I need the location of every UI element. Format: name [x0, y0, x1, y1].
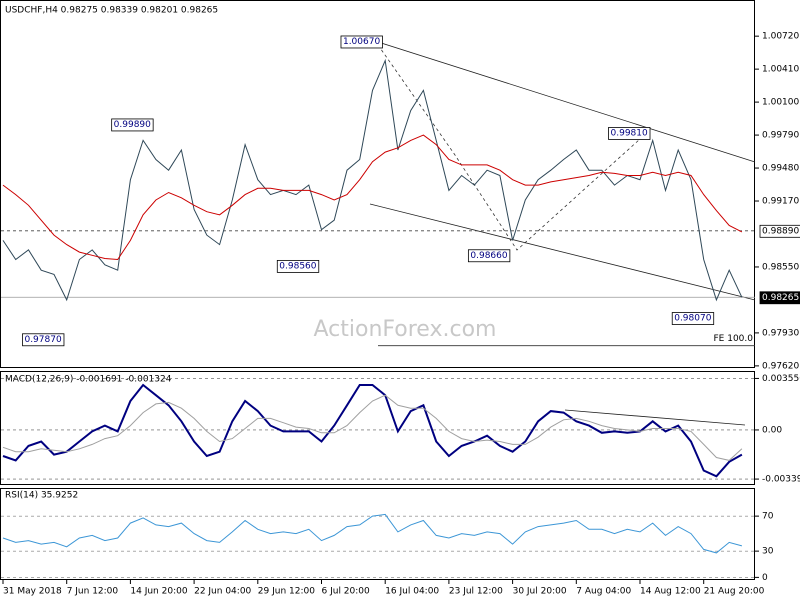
- y-tick-label: 0.97620: [762, 361, 799, 371]
- y-tick-label: 0.99480: [762, 164, 799, 174]
- series-line: [2, 134, 743, 261]
- label-box: [276, 259, 320, 273]
- channel-upper: [377, 41, 756, 163]
- x-tick-label: 6 Jul 20:00: [322, 587, 371, 597]
- price-annotation: 0.99810: [611, 128, 648, 138]
- label-box: [22, 333, 65, 347]
- macd-trendline: [564, 409, 746, 426]
- x-tick-label: 14 Aug 12:00: [640, 587, 701, 597]
- channel-lower: [369, 203, 756, 301]
- label-box: [111, 118, 154, 132]
- price-annotation: 0.98070: [674, 314, 711, 324]
- x-tick-label: 7 Jun 12:00: [67, 587, 119, 597]
- x-tick-label: 16 Jul 04:00: [385, 587, 439, 597]
- y-tick-label: 0.003556: [762, 374, 800, 384]
- series-line: [2, 513, 743, 554]
- y-tick-label: 0.00: [762, 425, 782, 435]
- series-line: [2, 383, 743, 478]
- y-tick-label: 0.99170: [762, 197, 799, 207]
- macd-title: MACD(12,26,9) -0.001691 -0.001324: [5, 375, 172, 385]
- y-tick-label: 0.98550: [762, 262, 799, 272]
- y-tick-label: 0.97930: [762, 328, 799, 338]
- price-annotation: 0.98560: [279, 261, 316, 271]
- y-tick-label: 1.00100: [762, 98, 799, 108]
- price-annotation: 1.00670: [343, 37, 380, 47]
- x-tick-label: 31 May 2018: [3, 587, 62, 597]
- y-tick-label: 30: [762, 547, 774, 557]
- macd-panel: [0, 371, 755, 485]
- label-box: [467, 249, 511, 263]
- x-tick-label: 30 Jul 20:00: [513, 587, 567, 597]
- x-tick-label: 29 Jun 12:00: [258, 587, 315, 597]
- x-tick-label: 23 Jul 12:00: [449, 587, 503, 597]
- label-box: [759, 224, 800, 238]
- level-label: 0.98265: [762, 293, 799, 303]
- y-tick-label: 1.00410: [762, 65, 799, 75]
- rsi-panel: [0, 488, 755, 580]
- y-tick-label: 1.00720: [762, 32, 799, 42]
- y-tick-label: 70: [762, 512, 774, 522]
- pattern-line: [377, 44, 651, 251]
- fe-label: FE 100.0: [714, 334, 754, 344]
- watermark: ActionForex.com: [314, 317, 497, 342]
- main-panel: [0, 0, 755, 368]
- x-tick-label: 14 Jun 20:00: [130, 587, 187, 597]
- series-line: [2, 58, 743, 302]
- x-tick-label: 7 Aug 04:00: [576, 587, 631, 597]
- rsi-title: RSI(14) 35.9252: [5, 491, 78, 501]
- price-annotation: 0.99890: [114, 120, 151, 130]
- label-box: [759, 291, 800, 305]
- series-line: [2, 394, 743, 461]
- price-annotation: 0.98660: [470, 251, 507, 261]
- y-tick-label: -0.003391: [762, 475, 800, 485]
- y-tick-label: 0: [762, 573, 768, 583]
- label-box: [608, 127, 651, 140]
- y-tick-label: 0.99790: [762, 131, 799, 141]
- price-annotation: 0.97870: [24, 335, 61, 345]
- x-tick-label: 21 Aug 20:00: [704, 587, 765, 597]
- label-box: [340, 35, 383, 49]
- label-box: [671, 312, 715, 325]
- x-tick-label: 22 Jun 04:00: [194, 587, 251, 597]
- chart-title: USDCHF,H4 0.98275 0.98339 0.98201 0.9826…: [5, 6, 218, 16]
- level-label: 0.98890: [762, 226, 799, 236]
